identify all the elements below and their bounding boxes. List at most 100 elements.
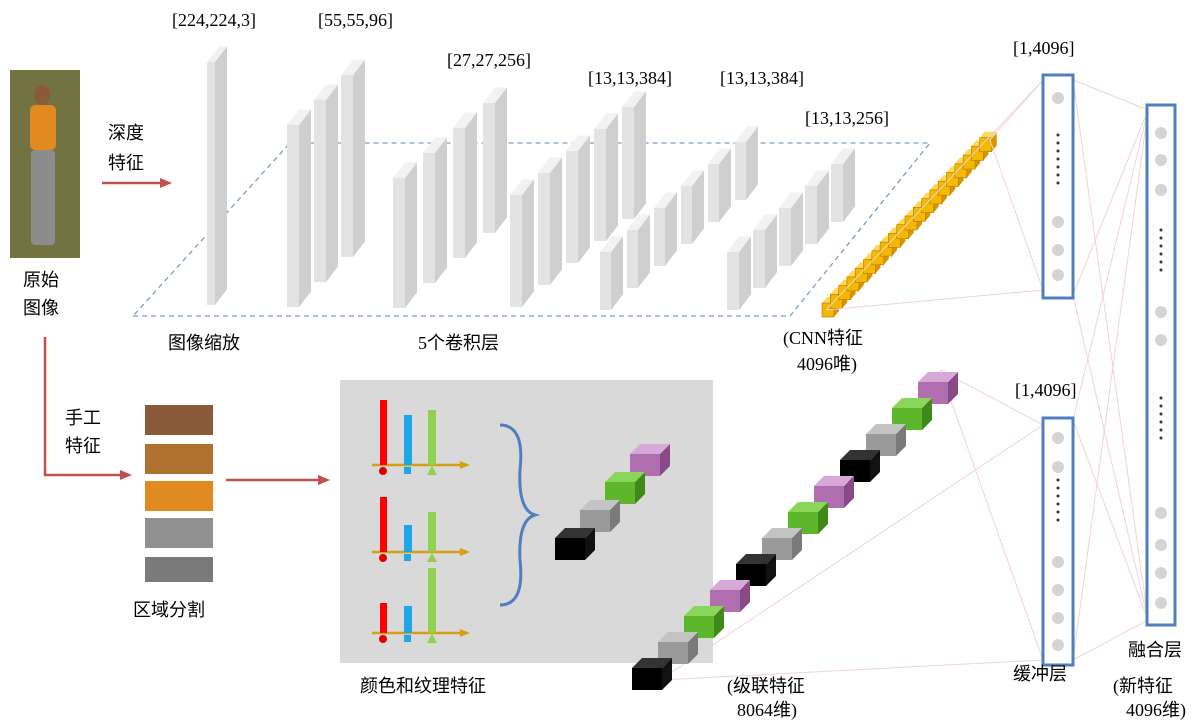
slab-side [791,192,803,266]
arrow-head [318,475,330,485]
slab-side [634,91,646,219]
slab-side [765,214,777,288]
hist-marker [427,634,437,643]
patch [145,518,213,548]
layer-dim: [27,27,256] [447,50,531,70]
slab-top [708,148,731,164]
layer-box [1041,416,1075,667]
feat-cube-side [662,658,672,690]
layer-dim: [13,13,256] [805,108,889,128]
slab-top [622,91,646,107]
fusion-label: 融合层 [1128,640,1182,660]
feat-cube-top [840,450,880,460]
node [1052,269,1064,281]
feat-cube-top [788,502,828,512]
node [1155,154,1167,166]
node [1155,306,1167,318]
slab-front [831,164,843,222]
feat-cube-side [635,472,645,504]
link [1072,109,1149,296]
slab-side [719,148,731,222]
patch [145,557,213,582]
node [1052,556,1064,568]
hist-bar [380,497,387,552]
dot [1159,428,1163,432]
hist-axis-head [460,548,470,556]
feat-cube-side [948,372,958,404]
hist-marker [404,635,411,642]
slab-side [550,157,562,285]
labels: [224,224,3] [55,55,96] [27,27,256] [13,1… [23,10,1186,721]
link [1072,619,1149,661]
dot [1159,244,1163,248]
hist-bar [380,400,387,465]
patch [145,405,213,435]
slab-side [353,59,365,258]
layer-dim: [55,55,96] [318,10,393,30]
feat-cube-top [580,500,620,510]
slab-top [600,236,623,252]
slab-top [779,192,803,208]
slab-front [566,151,578,263]
slab-front [393,178,405,308]
concat-feature: (级联特征 [727,676,805,697]
slab-side [817,170,829,244]
node [1052,461,1064,473]
feat-cube-top [736,554,776,564]
slab-front [453,128,465,258]
slab-front [207,62,215,305]
hist-marker [404,467,411,474]
feat-cube-side [740,580,750,612]
feat-cube-side [714,606,724,638]
slab-top [538,157,562,173]
layer-box [1041,73,1075,300]
slab-front [779,208,791,266]
slab-front [727,252,739,310]
slab-top [753,214,777,230]
slab-top [510,179,534,195]
slab-front [627,230,638,288]
slab-top [207,46,227,62]
dot [1056,494,1060,498]
slab-top [453,112,477,128]
hist-bar [428,410,436,465]
slab-top [423,137,447,153]
dot [1056,133,1060,137]
feat-cube-side [766,554,776,586]
node [1155,597,1167,609]
slab-top [654,192,677,208]
feat-cube-side [922,398,932,430]
layer-dim: [224,224,3] [172,10,256,30]
slab-side [326,84,338,283]
feat-cube-front [580,510,610,532]
hist-marker [379,467,387,475]
stage-label: 图像缩放 [168,333,240,353]
feat-cube-top [710,580,750,590]
layer-dim: [13,13,384] [588,68,672,88]
cnn-feature: (CNN特征 [783,328,863,349]
slab-top [831,148,855,164]
slab-front [708,164,719,222]
hist-marker [404,554,411,561]
dot [1056,510,1060,514]
slab-side [843,148,855,222]
slab-front [510,195,522,307]
feat-cube-top [918,372,958,382]
feat-cube-side [585,528,595,560]
slab-front [314,100,326,282]
slab-front [594,129,606,241]
dot [1159,236,1163,240]
cnn-feature: 4096唯) [797,354,857,375]
dot [1056,173,1060,177]
slab-front [753,230,765,288]
slab-front [287,125,299,307]
fc-dim: [1,4096] [1013,38,1075,58]
dot [1056,478,1060,482]
buffer-label: 缓冲层 [1013,664,1067,684]
hist-axis-head [460,461,470,469]
slab-front [483,103,495,233]
dot [1159,420,1163,424]
dot [1056,157,1060,161]
slab-front [423,153,435,283]
